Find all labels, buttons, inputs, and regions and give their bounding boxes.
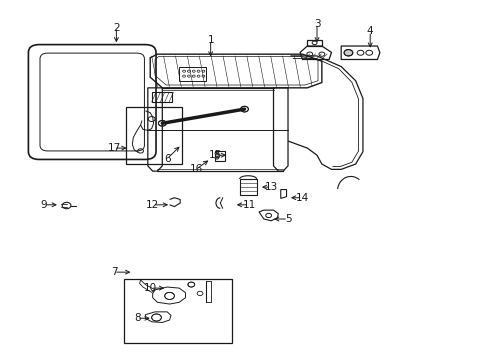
Bar xyxy=(151,92,172,102)
Circle shape xyxy=(151,314,161,321)
Text: 1: 1 xyxy=(207,35,214,45)
Text: 9: 9 xyxy=(41,200,47,210)
Text: 11: 11 xyxy=(242,200,255,210)
Circle shape xyxy=(164,292,174,300)
Text: 4: 4 xyxy=(366,26,373,36)
Bar xyxy=(239,179,256,195)
Circle shape xyxy=(187,282,194,287)
Bar xyxy=(126,107,181,164)
Bar xyxy=(179,67,205,81)
Bar xyxy=(123,279,232,343)
Text: 10: 10 xyxy=(144,283,157,293)
Text: 3: 3 xyxy=(313,19,320,29)
Text: 5: 5 xyxy=(284,214,291,224)
Circle shape xyxy=(158,121,166,126)
Text: 7: 7 xyxy=(110,267,117,277)
Text: 2: 2 xyxy=(113,23,120,33)
Text: 14: 14 xyxy=(295,193,308,203)
Text: 13: 13 xyxy=(264,182,277,192)
Text: 15: 15 xyxy=(208,150,222,160)
Text: 12: 12 xyxy=(146,200,159,210)
Text: 17: 17 xyxy=(107,143,121,153)
Circle shape xyxy=(215,156,219,159)
Circle shape xyxy=(215,152,219,155)
Circle shape xyxy=(240,106,248,112)
Text: 16: 16 xyxy=(189,165,203,174)
Text: 8: 8 xyxy=(134,313,140,323)
Text: 6: 6 xyxy=(163,154,170,164)
Circle shape xyxy=(344,50,352,56)
Bar xyxy=(214,150,224,161)
